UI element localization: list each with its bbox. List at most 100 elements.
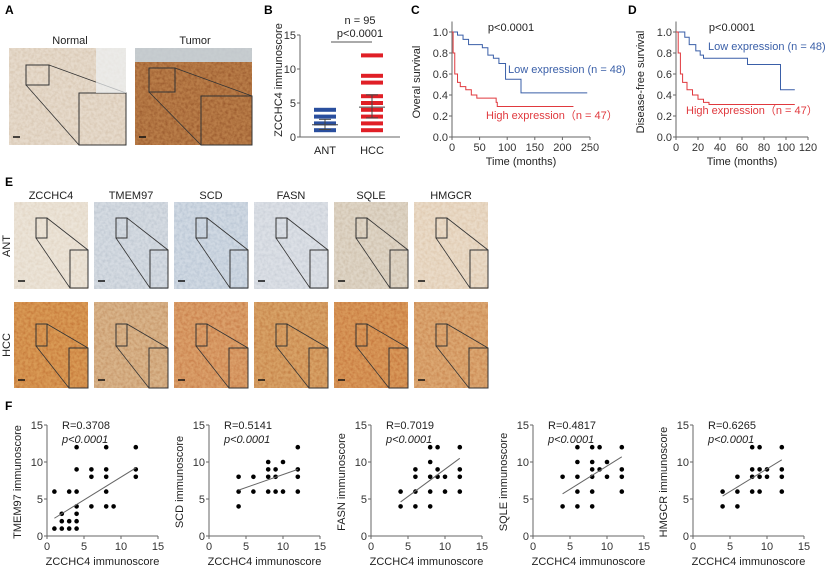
normal-title: Normal: [52, 35, 87, 47]
data-point-hcc: [361, 121, 383, 126]
high-expression-curve: [676, 31, 795, 105]
data-point: [560, 474, 565, 480]
zoom-line: [35, 237, 71, 289]
x-tick-label: 5: [567, 541, 573, 553]
regression-line: [562, 456, 623, 495]
zoom-box: [355, 323, 368, 347]
zoom-box: [25, 64, 50, 86]
data-point-ant: [314, 114, 336, 119]
zoom-line: [355, 237, 391, 289]
x-axis-label: ZCCHC4 immunoscore: [46, 556, 160, 568]
data-point: [597, 444, 602, 450]
data-point: [413, 474, 418, 480]
scatter-fasn: 0 5 10 15 0 5 10 15 ZCCHC4 immunoscore FASN immun…: [336, 420, 488, 568]
hcc-image-sqle: [334, 302, 408, 388]
data-point: [74, 489, 79, 494]
inset-box: [308, 347, 329, 389]
panel-label-b: B: [264, 3, 273, 17]
panel-b-dotplot: 0 5 10 15 ANT HCC ZCCHC4 immunoscore n = 95p<0.…: [273, 15, 400, 157]
inset-box: [68, 347, 89, 389]
scatter-sqle: 0 5 10 15 0 5 10 15 ZCCHC4 immunoscore SQLE immun…: [498, 420, 650, 568]
data-point: [103, 504, 109, 509]
regression-line: [54, 467, 137, 519]
zoom-line: [366, 323, 409, 349]
data-point: [764, 474, 770, 480]
y-tick-label: 0.4: [657, 90, 672, 102]
x-tick-label: 0: [44, 541, 50, 553]
tumor-title: Tumor: [179, 35, 211, 47]
x-tick-label: 150: [526, 142, 544, 154]
zoom-line: [195, 345, 230, 389]
data-point: [457, 489, 463, 494]
y-tick-label: 0.0: [433, 132, 448, 144]
data-point: [757, 444, 762, 450]
data-point: [749, 474, 755, 480]
data-point: [251, 474, 256, 480]
low-expression-curve: [676, 31, 795, 91]
inset-box: [469, 249, 489, 289]
inset-box: [309, 249, 329, 289]
inset-box: [69, 249, 89, 289]
zoom-line: [435, 345, 470, 389]
column-title-zcchc4: ZCCHC4: [29, 190, 74, 202]
y-tick-label: 0.8: [433, 48, 448, 60]
ant-image-fasn: [254, 202, 328, 289]
zoom-box: [435, 323, 448, 347]
y-axis-label: ZCCHC4 immunoscore: [273, 23, 285, 137]
data-point: [779, 489, 785, 494]
data-point: [589, 444, 595, 450]
x-tick-label: 100: [498, 142, 516, 154]
regression-line: [238, 468, 298, 491]
data-point: [52, 489, 57, 494]
data-point-ant: [314, 128, 336, 133]
y-tick-label: 10: [31, 457, 43, 469]
data-point: [735, 474, 740, 480]
row-label-ant: ANT: [1, 235, 13, 257]
y-axis-label: TMEM97 immunoscore: [12, 425, 24, 539]
p-value: p<0.0001: [61, 434, 108, 446]
y-tick-label: 5: [523, 494, 529, 506]
zoom-line: [115, 237, 151, 289]
p-annotation: p<0.0001: [488, 22, 534, 34]
y-axis-label: FASN immunoscore: [336, 433, 348, 531]
y-tick-label: 15: [193, 420, 205, 432]
x-tick-label: 0: [449, 142, 455, 154]
r-value: R=0.7019: [386, 420, 434, 432]
y-tick-label: 5: [361, 494, 367, 506]
data-point: [236, 504, 241, 509]
y-tick-label: 5: [199, 494, 205, 506]
zoom-line: [126, 323, 169, 349]
x-tick-label: 100: [777, 142, 795, 154]
data-point: [398, 489, 403, 494]
panel-d-survival: 0.0 0.2 0.4 0.6 0.8 1.0 0 20 40 60 80 100 120 Time (m…: [635, 21, 825, 168]
x-tick-label: 15: [798, 541, 810, 553]
zoom-line: [25, 84, 80, 146]
category-label-ant: ANT: [314, 145, 336, 157]
zoom-box: [148, 67, 176, 93]
data-point-hcc: [361, 73, 383, 78]
data-point: [74, 467, 79, 472]
y-tick-label: 10: [677, 457, 689, 469]
data-point: [89, 504, 94, 509]
r-value: R=0.6265: [708, 420, 756, 432]
x-tick-label: 10: [277, 541, 289, 553]
x-tick-label: 5: [81, 541, 87, 553]
zoom-box: [275, 323, 288, 347]
panel-label-e: E: [5, 175, 13, 189]
inset-box: [149, 249, 169, 289]
data-point: [427, 504, 433, 509]
scatter-scd: 0 5 10 15 0 5 10 15 ZCCHC4 immunoscore SCD immuno…: [174, 420, 326, 568]
panel-e-ihc-grid: ZCCHC4 TMEM97 SCD FASN SQLE HMGCR: [14, 190, 489, 389]
y-tick-label: 15: [517, 420, 529, 432]
x-tick-label: 15: [314, 541, 326, 553]
inset-box: [200, 95, 253, 146]
scatter-hmgcr: 0 5 10 15 0 5 10 15 ZCCHC4 immunoscore HMGCR immu…: [658, 420, 810, 568]
data-point: [619, 474, 625, 480]
y-tick-label: 10: [355, 457, 367, 469]
y-tick-label: 0.0: [657, 132, 672, 144]
r-value: R=0.5141: [224, 420, 272, 432]
n-annotation: n = 95: [345, 15, 376, 27]
zoom-box: [35, 323, 48, 347]
y-tick-label: 10: [193, 457, 205, 469]
x-tick-label: 10: [439, 541, 451, 553]
